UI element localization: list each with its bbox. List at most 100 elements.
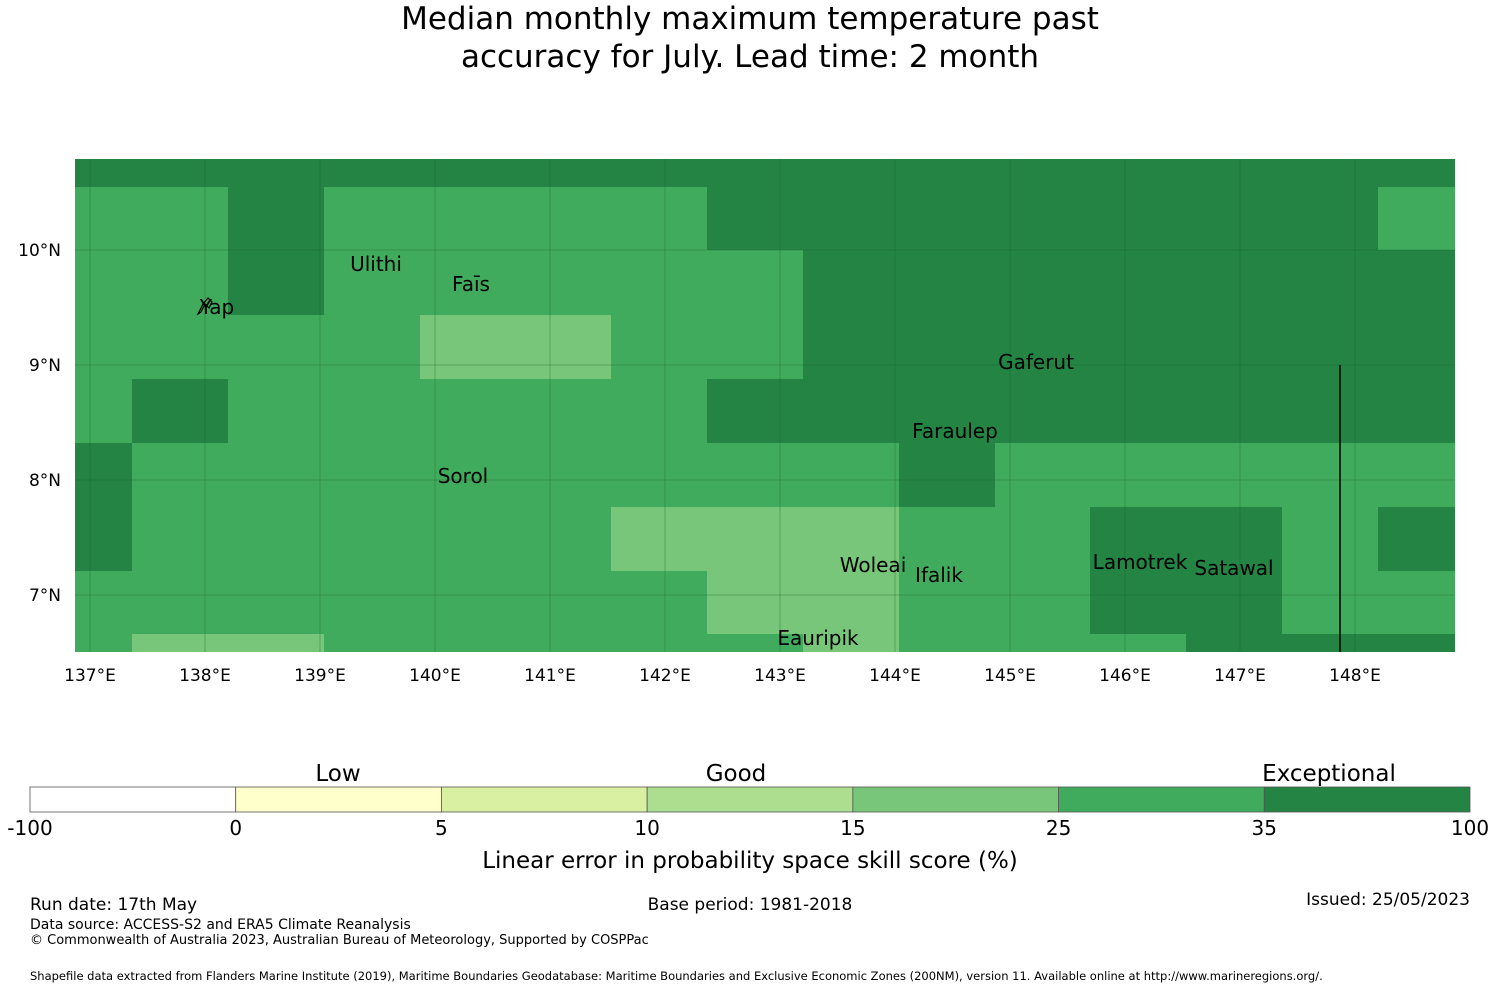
skill-cell [707, 250, 803, 315]
longitude-tick-label: 138°E [179, 666, 231, 686]
colorbar-segment [646, 786, 854, 813]
map-title-line-2: accuracy for July. Lead time: 2 month [460, 39, 1040, 75]
skill-cell [1186, 571, 1282, 634]
place-label-ifalik: Ifalik [915, 563, 963, 587]
skill-cell [228, 571, 324, 634]
skill-cell [324, 443, 420, 507]
skill-cell [1186, 187, 1282, 250]
skill-cell [324, 379, 420, 443]
colorbar-segment [29, 786, 237, 813]
skill-cell [611, 634, 707, 652]
skill-cell [1378, 379, 1455, 443]
copyright-notice: © Commonwealth of Australia 2023, Austra… [30, 933, 649, 948]
skill-cell [995, 571, 1090, 634]
skill-cell [132, 443, 228, 507]
place-label-eauripik: Eauripik [777, 626, 859, 650]
skill-cell [899, 507, 995, 571]
latitude-tick-label: 7°N [29, 586, 61, 606]
data-source: Data source: ACCESS-S2 and ERA5 Climate … [30, 917, 411, 933]
skill-cell [1090, 187, 1186, 250]
skill-cell [1186, 250, 1282, 315]
latitude-tick-labels: 10°N 9°N 8°N 7°N [18, 241, 61, 606]
place-label-lamotrek: Lamotrek [1093, 550, 1188, 574]
colorbar-segment [235, 786, 442, 813]
longitude-tick-labels: 137°E 138°E 139°E 140°E 141°E 142°E 143°E 144°E… [64, 666, 1381, 686]
skill-cell [324, 634, 420, 652]
colorbar-category-low: Low [315, 761, 360, 787]
skill-cell [1282, 315, 1378, 379]
skill-cell [611, 443, 707, 507]
skill-cell [1186, 507, 1282, 571]
skill-cell [515, 571, 611, 634]
skill-cell [228, 634, 324, 652]
colorbar-segment [1263, 786, 1471, 813]
skill-cell [611, 315, 707, 379]
shapefile-credit: Shapefile data extracted from Flanders M… [30, 969, 1323, 983]
longitude-tick-label: 148°E [1329, 666, 1381, 686]
skill-cell [995, 507, 1090, 571]
skill-cell [132, 634, 228, 652]
skill-cell [515, 443, 611, 507]
skill-cell [228, 159, 324, 187]
skill-cell [899, 159, 995, 187]
skill-cell [515, 159, 611, 187]
longitude-tick-label: 142°E [639, 666, 691, 686]
skill-cell [228, 443, 324, 507]
longitude-tick-label: 137°E [64, 666, 116, 686]
skill-cell [899, 634, 995, 652]
place-label-sorol: Sorol [438, 464, 489, 488]
colorbar-category-good: Good [706, 761, 767, 787]
latitude-tick-label: 8°N [29, 471, 61, 491]
skill-cell [132, 250, 228, 315]
skill-cell [515, 507, 611, 571]
skill-cell [803, 634, 899, 652]
skill-cell [1282, 159, 1378, 187]
skill-cell [995, 634, 1090, 652]
skill-cell [899, 571, 995, 634]
skill-cell [324, 315, 420, 379]
colorbar-boundary-label: 0 [229, 816, 242, 840]
skill-cell [75, 159, 132, 187]
skill-cell [611, 159, 707, 187]
skill-cell [1378, 159, 1455, 187]
skill-cell [228, 250, 324, 315]
skill-cell [132, 379, 228, 443]
skill-cell [803, 507, 899, 571]
skill-cell [803, 315, 899, 379]
colorbar-legend: -100 0 5 10 15 25 35 100 Low Good Exceptional Linea… [7, 761, 1489, 874]
skill-cell [899, 379, 995, 443]
place-label-fas: Faīs [452, 272, 490, 296]
skill-cell [1186, 159, 1282, 187]
skill-cell [995, 159, 1090, 187]
skill-cell [899, 187, 995, 250]
skill-cell [1378, 634, 1455, 652]
skill-cell [75, 379, 132, 443]
issued-date: Issued: 25/05/2023 [1306, 890, 1470, 910]
skill-cell [611, 507, 707, 571]
skill-cell [611, 379, 707, 443]
skill-cell [1090, 634, 1186, 652]
longitude-tick-label: 143°E [754, 666, 806, 686]
skill-cell [803, 159, 899, 187]
skill-cell [324, 250, 420, 315]
skill-cell [707, 379, 803, 443]
skill-cell [324, 159, 420, 187]
skill-cell [707, 315, 803, 379]
skill-cell [1090, 507, 1186, 571]
skill-cell [75, 507, 132, 571]
skill-cell [995, 187, 1090, 250]
colorbar-segment [852, 786, 1059, 813]
skill-cell [132, 187, 228, 250]
skill-cell [611, 187, 707, 250]
skill-cell [803, 250, 899, 315]
skill-cell [228, 315, 324, 379]
skill-grid-cells [75, 159, 1455, 652]
skill-cell [899, 250, 995, 315]
skill-cell [1282, 571, 1378, 634]
skill-cell [1186, 634, 1282, 652]
place-label-woleai: Woleai [840, 553, 907, 577]
skill-cell [75, 187, 132, 250]
skill-cell [1282, 187, 1378, 250]
skill-cell [420, 187, 515, 250]
